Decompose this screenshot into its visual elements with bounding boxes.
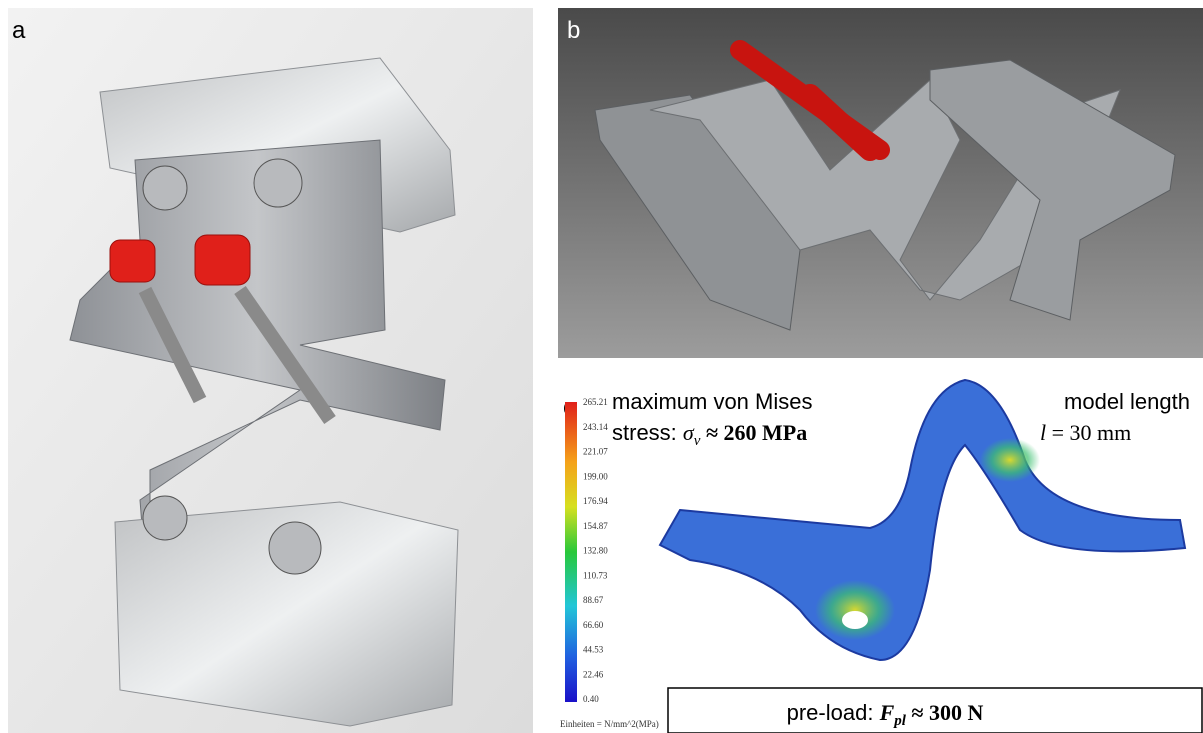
preload-symbol: F: [879, 700, 895, 725]
colorbar-label: 22.46: [583, 669, 604, 679]
colorbar-label: 44.53: [583, 645, 604, 655]
preload-prefix: pre-load:: [787, 700, 880, 725]
colorbar-unit: Einheiten = N/mm^2(MPa): [560, 719, 659, 729]
stress-hotspot: [980, 438, 1040, 482]
screw: [254, 159, 302, 207]
panel-label: b: [567, 17, 580, 44]
length-title: model length: [1064, 389, 1190, 414]
colorbar-label: 265.21: [583, 397, 608, 407]
colorbar-label: 243.14: [583, 422, 608, 432]
colorbar-label: 176.94: [583, 496, 608, 506]
preload-subscript: pl: [892, 713, 907, 729]
colorbar: [565, 402, 577, 702]
panel-a: a: [8, 8, 533, 733]
stress-value: ≈ 260 MPa: [700, 420, 807, 445]
colorbar-label: 221.07: [583, 447, 608, 457]
colorbar-label: 0.40: [583, 694, 599, 704]
red-cap: [195, 235, 250, 285]
screw: [143, 166, 187, 210]
figure: a b c 265.21243.14221.07199.00176.94154.…: [0, 0, 1203, 733]
length-text: l = 30 mm: [1040, 420, 1131, 445]
colorbar-label: 66.60: [583, 620, 604, 630]
colorbar-labels: 265.21 243.14 221.07 199.00 176.94 154.87 132.…: [583, 397, 608, 704]
preload-value: ≈ 300 N: [906, 700, 984, 725]
panel-c: c 265.21243.14221.07199.00176.94154.8713…: [560, 380, 1202, 733]
preload-text: pre-load: Fpl ≈ 300 N: [787, 700, 984, 729]
colorbar-label: 132.80: [583, 546, 608, 556]
stress-text: stress: σv ≈ 260 MPa: [612, 420, 807, 449]
red-cap: [110, 240, 155, 282]
panel-b: b: [558, 8, 1203, 358]
stress-hotspot: [815, 580, 895, 640]
screw: [269, 522, 321, 574]
colorbar-label: 110.73: [583, 570, 608, 580]
length-value: = 30 mm: [1046, 420, 1131, 445]
colorbar-label: 199.00: [583, 471, 608, 481]
stress-prefix: stress:: [612, 420, 683, 445]
screw: [143, 496, 187, 540]
stress-title: maximum von Mises: [612, 389, 812, 414]
colorbar-label: 88.67: [583, 595, 604, 605]
hole: [842, 611, 868, 629]
colorbar-label: 154.87: [583, 521, 608, 531]
panel-label: a: [12, 17, 26, 44]
